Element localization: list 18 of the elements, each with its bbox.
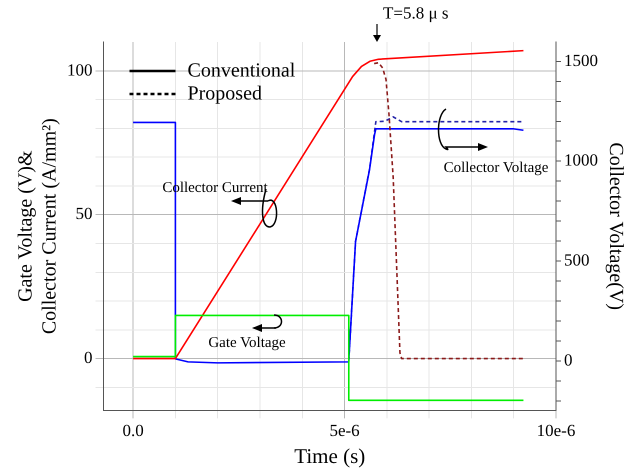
y-tick-label: 50 [76,204,92,224]
annotation: Conventional [188,59,296,82]
y2-axis-title: Collector Voltage(V) [604,142,627,310]
annotation: Gate Voltage [208,334,286,351]
annotation: Proposed [188,82,262,104]
annotation: Collector Voltage [444,160,549,176]
y2-tick-label: 0 [564,350,572,370]
x-tick-label: 0.0 [122,421,144,440]
y-tick-label: 0 [84,348,92,368]
x-axis-title: Time (s) [294,444,366,468]
x-tick-label: 10e-6 [536,421,576,440]
y-axis-title: Gate Voltage (V)& Collector Current (A/mm²) [14,118,60,334]
x-tick-label: 5e-6 [329,421,360,440]
y2-tick-label: 500 [564,250,590,270]
text: T=5.8 μ s [383,3,448,22]
y2-tick-label: 1500 [564,50,598,70]
y-tick-label: 100 [67,60,92,80]
y2-tick-label: 1000 [564,150,598,170]
